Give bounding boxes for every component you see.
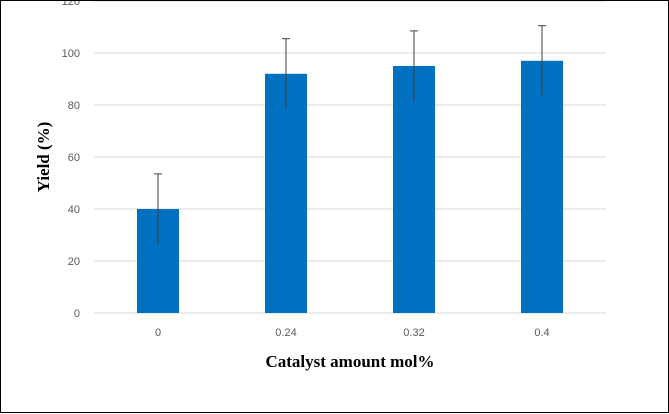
x-tick-label: 0: [155, 327, 161, 339]
bar: [265, 73, 307, 313]
gridlines: [94, 1, 606, 314]
y-axis-title: Yield (%): [34, 122, 53, 193]
y-tick-label: 60: [68, 152, 80, 164]
error-bars: [154, 25, 546, 245]
y-tick-label: 20: [68, 256, 80, 268]
bar: [521, 60, 563, 313]
bar: [393, 66, 435, 313]
x-axis-title: Catalyst amount mol%: [265, 352, 434, 371]
x-tick-labels: 0 0.24 0.32 0.4: [155, 327, 550, 339]
x-tick-label: 0.32: [403, 327, 424, 339]
x-tick-label: 0.24: [275, 327, 296, 339]
x-tick-label: 0.4: [534, 327, 549, 339]
y-tick-label: 120: [62, 1, 80, 8]
y-tick-labels: 0 20 40 60 80 100 120: [62, 1, 80, 320]
y-tick-label: 40: [68, 204, 80, 216]
y-tick-label: 100: [62, 48, 80, 60]
y-tick-label: 80: [68, 100, 80, 112]
y-tick-label: 0: [74, 308, 80, 320]
bars: [137, 60, 563, 313]
